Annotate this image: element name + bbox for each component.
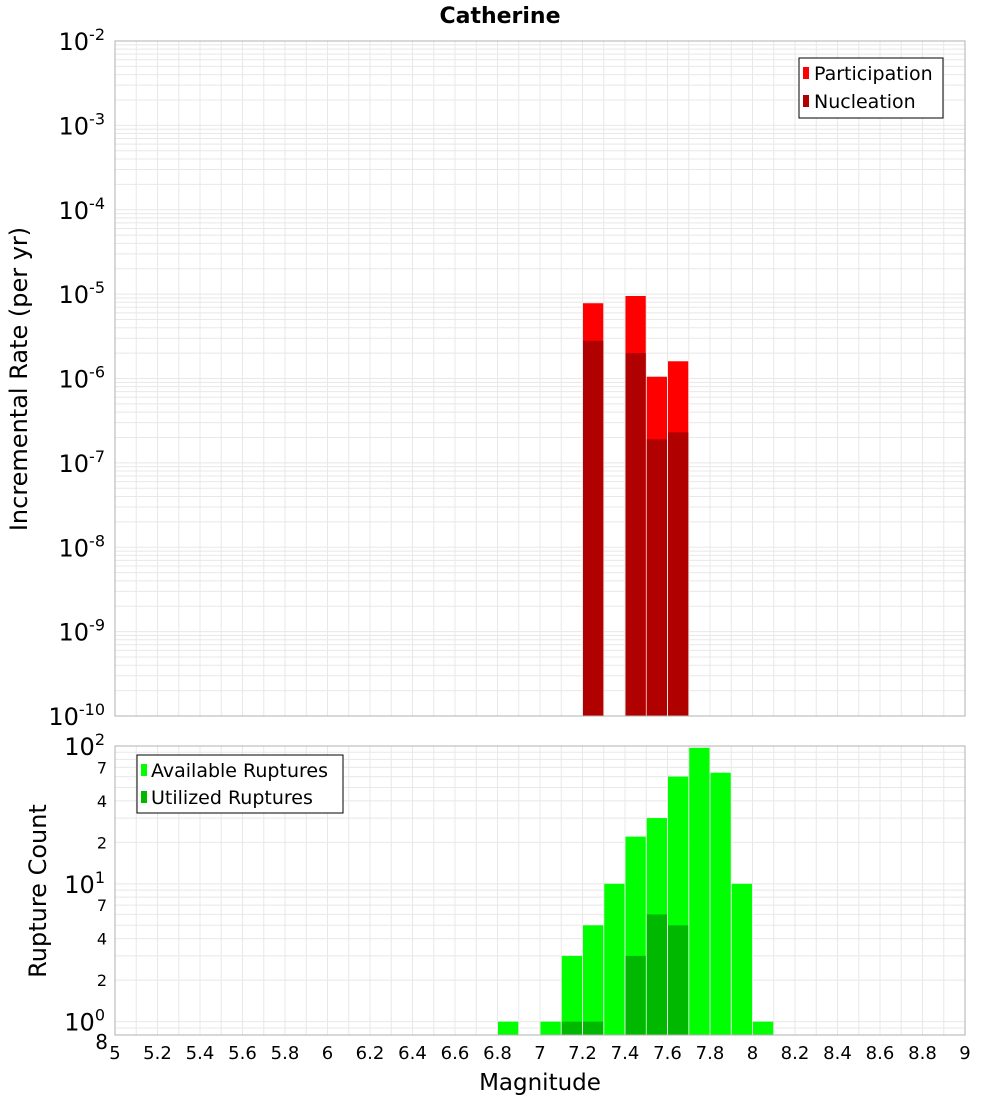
x-tick-label: 6.6 (441, 1043, 470, 1064)
x-tick-label: 5.8 (271, 1043, 300, 1064)
bottom-legend-box (136, 754, 344, 814)
x-tick-label: 5.2 (143, 1043, 172, 1064)
nucleation-legend-label: Nucleation (814, 91, 916, 113)
nucleation-legend-swatch (803, 95, 809, 107)
x-tick-label: 8 (747, 1043, 758, 1064)
bottom-y-major-tick-label: 101 (64, 868, 105, 899)
top-y-tick-label: 10-6 (59, 363, 106, 394)
bottom-y-minor-tick-label: 2 (97, 833, 107, 852)
available-bar (731, 883, 752, 1035)
x-tick-label: 5.4 (186, 1043, 215, 1064)
bottom-grid (114, 745, 966, 1036)
bottom-y-minor-tick-label: 8 (95, 1030, 108, 1054)
x-tick-label: 7.6 (653, 1043, 682, 1064)
bottom-y-ticks: 100 101 102 8 2 4 7 2 4 7 (64, 730, 108, 1054)
available-bar (604, 883, 625, 1035)
top-y-tick-label: 10-9 (59, 616, 106, 647)
x-tick-label: 5.6 (228, 1043, 257, 1064)
bottom-plot-frame (114, 745, 966, 1036)
utilized-bar (583, 1021, 604, 1035)
top-y-tick-label: 10-4 (59, 194, 106, 225)
top-y-tick-label: 10-5 (59, 278, 106, 309)
chart-title: Catherine (439, 4, 560, 29)
bottom-y-minor-tick-label: 2 (97, 971, 107, 990)
bottom-y-minor-tick-label: 4 (97, 930, 107, 949)
utilized-bar (668, 925, 689, 1035)
bottom-y-major-tick-label: 102 (64, 730, 105, 761)
top-y-tick-label: 10-8 (59, 531, 106, 562)
nucleation-bar (583, 340, 604, 716)
top-y-tick-label: 10-7 (59, 447, 106, 478)
top-y-ticks: 10-10 10-9 10-8 10-7 10-6 10-5 10-4 10-3 10-2 (48, 25, 105, 731)
available-bar (583, 925, 604, 1035)
available-bar (498, 1021, 519, 1035)
x-tick-label: 8.6 (866, 1043, 895, 1064)
x-tick-label: 6.4 (398, 1043, 427, 1064)
top-y-axis-label: Incremental Rate (per yr) (5, 227, 33, 531)
x-tick-label: 5 (109, 1043, 120, 1064)
bottom-x-ticks: 5 5.2 5.4 5.6 5.8 6 6.2 6.4 6.6 6.8 7 7.2 7.4 7.6 7.8 8… (109, 1043, 970, 1064)
bottom-y-minor-tick-label: 7 (97, 896, 107, 915)
x-tick-label: 7.8 (696, 1043, 725, 1064)
participation-legend-swatch (803, 67, 809, 79)
nucleation-bar (625, 353, 646, 716)
x-tick-label: 9 (959, 1043, 970, 1064)
bottom-legend: Available Ruptures Utilized Ruptures (136, 754, 344, 814)
x-tick-label: 6.2 (356, 1043, 385, 1064)
x-tick-label: 8.8 (908, 1043, 937, 1064)
top-y-tick-label: 10-3 (59, 109, 106, 140)
nucleation-bar (646, 439, 667, 716)
x-axis-label: Magnitude (479, 1070, 601, 1096)
bottom-y-minor-tick-label: 7 (97, 758, 107, 777)
x-tick-label: 7.2 (568, 1043, 597, 1064)
top-plot-frame (114, 40, 966, 717)
top-legend: Participation Nucleation (798, 57, 944, 119)
available-bar (561, 955, 582, 1035)
x-tick-label: 8.2 (781, 1043, 810, 1064)
bottom-y-axis-label: Rupture Count (24, 804, 52, 978)
available-bar (689, 747, 710, 1035)
bottom-y-major-tick-label: 100 (64, 1006, 105, 1037)
available-bar (753, 1021, 774, 1035)
available-bar (540, 1021, 561, 1035)
available-legend-swatch (141, 764, 147, 776)
utilized-bar (561, 1021, 582, 1035)
top-y-tick-label: 10-2 (59, 25, 106, 56)
bottom-bars (498, 747, 774, 1035)
available-legend-label: Available Ruptures (151, 760, 328, 782)
x-tick-label: 7.4 (611, 1043, 640, 1064)
utilized-legend-label: Utilized Ruptures (151, 787, 313, 809)
top-y-tick-label: 10-10 (48, 700, 105, 731)
x-tick-label: 8.4 (823, 1043, 852, 1064)
x-tick-label: 6.8 (483, 1043, 512, 1064)
top-bars (583, 296, 689, 716)
top-legend-box (798, 57, 944, 119)
x-tick-label: 7 (534, 1043, 545, 1064)
participation-legend-label: Participation (814, 63, 933, 85)
bottom-y-minor-tick-label: 4 (97, 792, 107, 811)
x-tick-label: 6 (322, 1043, 333, 1064)
available-bar (710, 772, 731, 1035)
utilized-bar (646, 914, 667, 1035)
nucleation-bar (668, 432, 689, 716)
utilized-legend-swatch (141, 791, 147, 803)
top-grid (114, 41, 966, 717)
utilized-bar (625, 955, 646, 1035)
